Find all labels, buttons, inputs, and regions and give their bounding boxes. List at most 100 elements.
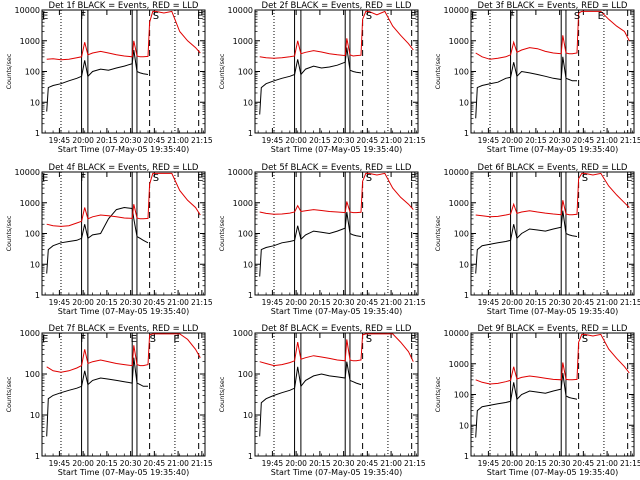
plot-frame	[41, 171, 206, 296]
interval-marker-label: F	[80, 11, 86, 22]
x-axis-label: Start Time (07-May-05 19:35:40)	[271, 145, 402, 154]
panel-title: Det 1f BLACK = Events, RED = LLD	[49, 1, 199, 11]
y-tick-label: 10000	[228, 6, 253, 15]
events-series-line	[259, 361, 362, 437]
y-tick-label: 1000	[449, 360, 469, 369]
x-tick-label: 19:45	[49, 136, 71, 145]
x-tick-label: 20:00	[72, 136, 94, 145]
x-tick-label: 20:15	[525, 136, 547, 145]
y-axis-label: Counts/sec	[5, 215, 13, 251]
lld-series-line	[475, 333, 630, 385]
x-axis-label: Start Time (07-May-05 19:35:40)	[487, 145, 618, 154]
panel-det-5: Det 5f BLACK = Events, RED = LLD 1 10 100 10…	[218, 163, 426, 316]
interval-marker-label: S	[582, 334, 588, 345]
x-tick-label: 20:15	[309, 298, 331, 307]
y-tick-label: 10000	[228, 168, 253, 177]
interval-marker-label: S	[574, 11, 580, 22]
interval-marker-label: E	[42, 173, 48, 184]
interval-marker-label: E	[471, 11, 477, 22]
y-tick-label: 10	[459, 98, 469, 107]
plot-frame	[470, 332, 635, 457]
x-axis-label: Start Time (07-May-05 19:35:40)	[271, 307, 402, 316]
x-tick-label: 21:15	[404, 298, 426, 307]
x-tick-label: 20:15	[525, 459, 547, 468]
panel-det-7: Det 7f BLACK = Events, RED = LLD 1 10 100 10…	[5, 324, 213, 477]
x-tick-label: 20:45	[573, 298, 595, 307]
y-tick-label: 100	[25, 230, 40, 239]
x-tick-label: 19:45	[478, 459, 500, 468]
x-axis-label: Start Time (07-May-05 19:35:40)	[58, 145, 189, 154]
y-tick-label: 10000	[444, 168, 469, 177]
y-tick-label: 10000	[444, 329, 469, 338]
lld-series-line	[46, 10, 201, 61]
x-tick-label: 20:15	[96, 459, 118, 468]
x-axis-label: Start Time (07-May-05 19:35:40)	[58, 468, 189, 477]
x-axis-label: Start Time (07-May-05 19:35:40)	[487, 468, 618, 477]
y-tick-label: 100	[25, 68, 40, 77]
events-series-line	[475, 210, 578, 274]
x-tick-label: 21:15	[620, 136, 640, 145]
panel-title: Det 8f BLACK = Events, RED = LLD	[262, 324, 412, 334]
interval-marker-label: E	[197, 173, 203, 184]
x-tick-label: 20:30	[333, 136, 355, 145]
plot-frame	[470, 9, 635, 134]
plot-frame	[470, 171, 635, 296]
interval-marker-label: S	[153, 11, 159, 22]
x-tick-label: 21:15	[620, 298, 640, 307]
y-tick-label: 100	[454, 68, 469, 77]
y-tick-label: 1000	[233, 329, 253, 338]
interval-marker-label: F	[80, 334, 86, 345]
events-series-line	[475, 372, 578, 438]
y-tick-label: 1	[464, 452, 469, 461]
x-tick-label: 19:45	[49, 459, 71, 468]
events-series-line	[259, 47, 362, 115]
x-axis-label: Start Time (07-May-05 19:35:40)	[271, 468, 402, 477]
x-tick-label: 21:15	[191, 298, 213, 307]
x-tick-label: 19:45	[262, 459, 284, 468]
y-tick-label: 1000	[20, 199, 40, 208]
x-tick-label: 21:00	[167, 459, 189, 468]
panel-title: Det 4f BLACK = Events, RED = LLD	[49, 163, 199, 173]
x-tick-label: 20:00	[501, 298, 523, 307]
y-tick-label: 100	[238, 68, 253, 77]
y-tick-label: 100	[454, 230, 469, 239]
y-tick-label: 1000	[449, 199, 469, 208]
y-tick-label: 1	[35, 129, 40, 138]
y-tick-label: 1	[248, 452, 253, 461]
y-tick-label: 100	[238, 230, 253, 239]
x-tick-label: 21:15	[620, 459, 640, 468]
x-tick-label: 21:00	[167, 136, 189, 145]
y-tick-label: 10	[30, 98, 40, 107]
x-tick-label: 20:00	[72, 459, 94, 468]
y-tick-label: 10	[30, 260, 40, 269]
x-tick-label: 20:45	[144, 298, 166, 307]
panel-det-2: Det 2f BLACK = Events, RED = LLD 1 10 100 10…	[218, 1, 426, 154]
lld-series-line	[259, 333, 414, 367]
x-tick-label: 20:30	[120, 136, 142, 145]
x-tick-label: 19:45	[478, 298, 500, 307]
y-tick-label: 100	[25, 370, 40, 379]
y-tick-label: 1	[248, 291, 253, 300]
x-tick-label: 20:00	[285, 459, 307, 468]
x-tick-label: 21:15	[191, 136, 213, 145]
interval-marker-label: E	[410, 11, 416, 22]
y-tick-label: 1000	[449, 37, 469, 46]
y-tick-label: 1000	[233, 199, 253, 208]
interval-marker-label: S	[366, 11, 372, 22]
panel-det-9: Det 9f BLACK = Events, RED = LLD 1 10 100 10…	[434, 324, 640, 477]
panel-det-3: Det 3f BLACK = Events, RED = LLD 1 10 100 10…	[434, 1, 640, 154]
plot-frame	[254, 171, 419, 296]
panel-det-8: Det 8f BLACK = Events, RED = LLD 1 10 100 10…	[218, 324, 426, 477]
x-tick-label: 20:45	[144, 136, 166, 145]
interval-marker-label: S	[366, 334, 372, 345]
x-tick-label: 20:45	[357, 136, 379, 145]
lld-series-line	[259, 10, 414, 59]
x-tick-label: 20:00	[501, 136, 523, 145]
x-tick-label: 20:30	[333, 459, 355, 468]
y-tick-label: 10	[243, 98, 253, 107]
x-tick-label: 20:30	[120, 459, 142, 468]
interval-marker-label: S	[150, 334, 156, 345]
x-tick-label: 20:00	[285, 298, 307, 307]
interval-marker-label: E	[173, 334, 179, 345]
plot-frame	[254, 332, 419, 457]
